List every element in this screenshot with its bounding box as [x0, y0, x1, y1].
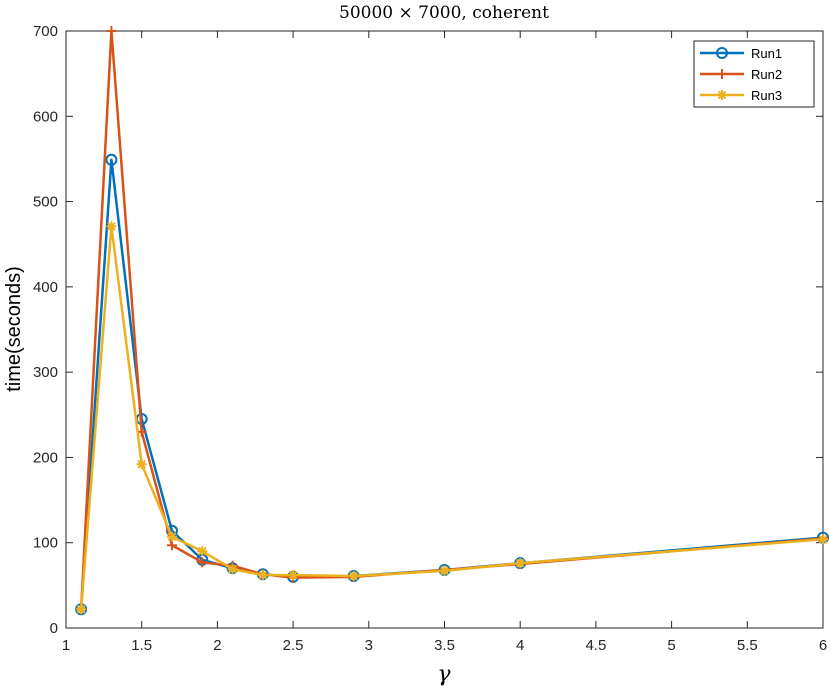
marker-circle [716, 47, 728, 59]
chart-title: 50000 × 7000, coherent [339, 3, 549, 23]
legend-marker [716, 47, 728, 59]
data-point [76, 604, 87, 615]
x-tick-label: 1 [62, 637, 70, 654]
data-point [106, 221, 117, 232]
legend-label: Run2 [751, 67, 782, 82]
y-tick-label: 0 [50, 620, 58, 637]
x-axis-label: γ [437, 662, 451, 686]
x-tick-label: 4 [516, 637, 524, 654]
x-tick-label: 5.5 [737, 637, 758, 654]
legend-entry-run2: Run2 [700, 67, 782, 82]
marker-star-d2 [197, 546, 207, 556]
x-tick-label: 5 [667, 637, 675, 654]
y-tick-label: 200 [33, 449, 58, 466]
marker-star-d2 [76, 604, 86, 614]
data-point [515, 558, 526, 569]
data-point [136, 459, 147, 470]
legend-entry-run3: Run3 [700, 88, 782, 103]
marker-star-d2 [440, 566, 449, 576]
data-point [166, 531, 177, 542]
x-tick-label: 2.5 [283, 637, 304, 654]
data-point [106, 26, 117, 36]
y-axis-label: time(seconds) [3, 266, 25, 392]
data-point [288, 570, 299, 581]
legend-marker [717, 90, 727, 100]
y-tick-label: 300 [33, 364, 58, 381]
marker-star-d2 [717, 90, 727, 100]
series-line [79, 225, 824, 610]
y-tick-label: 100 [33, 535, 58, 552]
data-point [105, 153, 118, 166]
marker-star-d2 [137, 459, 147, 469]
y-tick-label: 700 [33, 23, 58, 40]
data-point [348, 570, 359, 581]
data-point [818, 534, 828, 545]
x-tick-label: 2 [213, 637, 221, 654]
legend-label: Run3 [751, 88, 782, 103]
marker-star-d2 [349, 571, 358, 581]
marker-star-d2 [288, 570, 298, 580]
x-tick-label: 6 [819, 637, 827, 654]
legend-label: Run1 [751, 46, 782, 61]
marker-star-d2 [818, 534, 828, 544]
marker-star-d2 [515, 558, 525, 568]
y-tick-label: 400 [33, 279, 58, 296]
marker-star-d2 [258, 570, 268, 580]
marker-circle [105, 153, 118, 166]
data-point [227, 564, 238, 575]
data-point [197, 546, 208, 557]
plot-area [65, 30, 824, 629]
y-tick-label: 500 [33, 194, 58, 211]
legend: Run1 Run2 Run3 [693, 40, 815, 108]
series-run3 [76, 221, 828, 615]
x-tick-label: 3.5 [434, 637, 455, 654]
legend-marker [717, 69, 727, 79]
x-tick-label: 1.5 [131, 637, 152, 654]
data-point [166, 540, 177, 551]
data-point [197, 557, 208, 568]
y-tick-label: 600 [33, 108, 58, 125]
x-tick-label: 4.5 [585, 637, 606, 654]
x-tick-label: 3 [365, 637, 373, 654]
marker-star-d2 [167, 532, 177, 542]
marker-star-d2 [107, 221, 116, 231]
legend-entry-run1: Run1 [700, 46, 782, 61]
data-point [439, 565, 450, 576]
data-point [257, 570, 268, 581]
marker-star-d2 [228, 564, 237, 574]
